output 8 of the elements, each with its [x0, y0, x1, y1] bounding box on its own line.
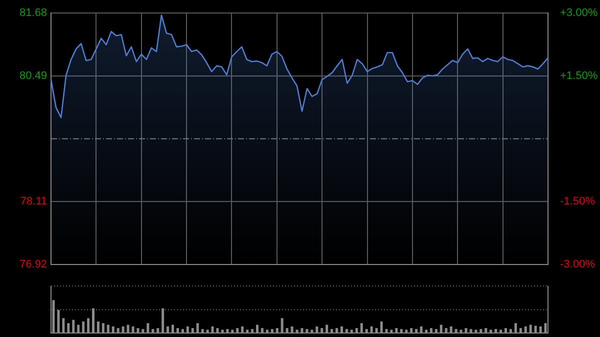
y2-tick-label: +3.00%: [560, 7, 598, 20]
y2-tick-label: +1.50%: [560, 70, 598, 82]
y-tick-label: 80.49: [19, 70, 47, 82]
y-tick-label: 78.11: [20, 196, 47, 208]
y2-tick-label: -3.00%: [560, 258, 596, 270]
y2-tick-label: -1.50%: [560, 196, 596, 208]
y-tick-label: 76.92: [19, 258, 47, 270]
y-tick-label: 81.68: [19, 7, 47, 20]
